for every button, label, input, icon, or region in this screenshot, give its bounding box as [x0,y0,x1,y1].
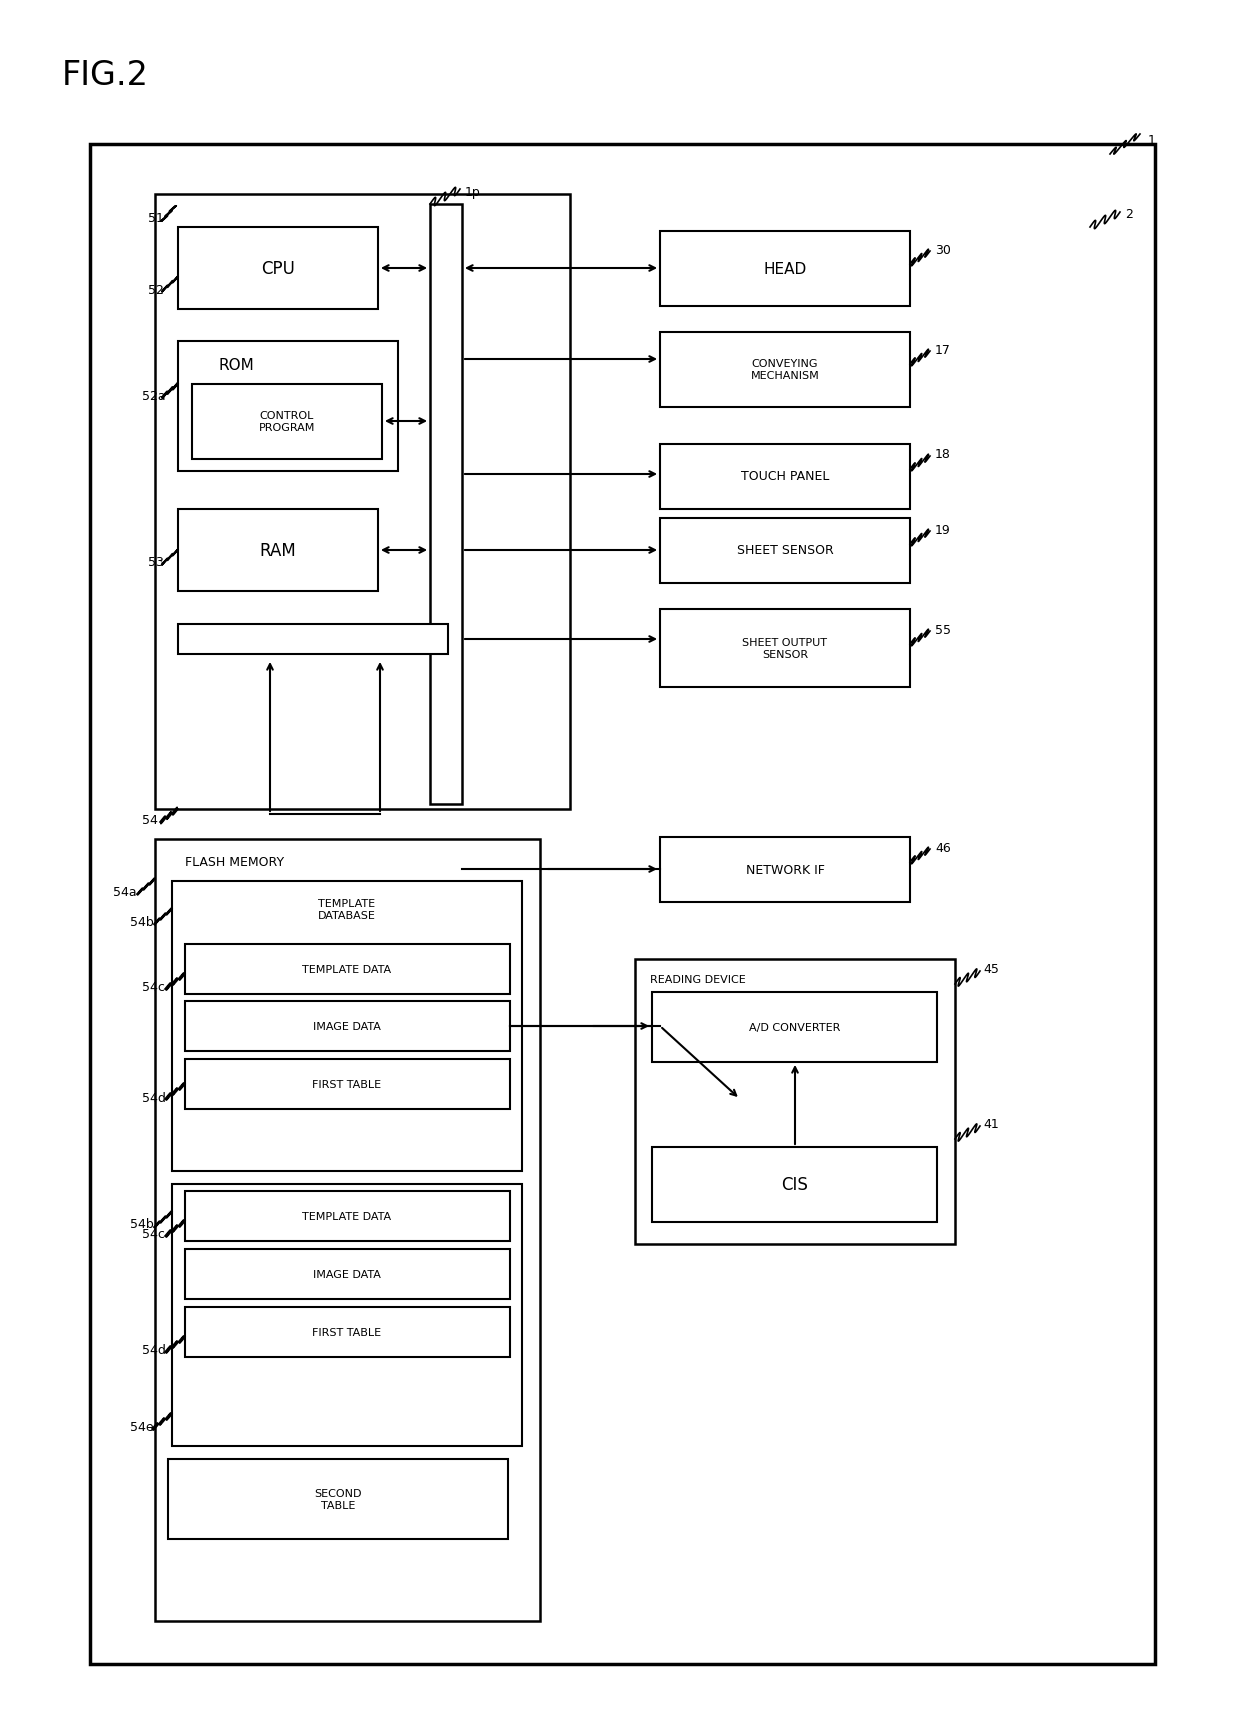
Text: TEMPLATE
DATABASE: TEMPLATE DATABASE [319,899,376,920]
Text: 52: 52 [148,284,164,296]
Bar [635,960,955,1244]
Text: FIRST TABLE: FIRST TABLE [312,1079,382,1089]
Text: 41: 41 [983,1117,998,1131]
Bar [660,610,910,688]
Text: TEMPLATE DATA: TEMPLATE DATA [303,965,392,975]
Text: SECOND
TABLE: SECOND TABLE [314,1488,362,1510]
Bar [652,1147,937,1223]
Bar [167,1458,508,1540]
Text: ROM: ROM [218,357,254,372]
Bar [179,341,398,471]
Bar [185,1192,510,1242]
Bar [185,1308,510,1358]
Bar [660,445,910,509]
Text: HEAD: HEAD [764,262,807,277]
Text: A/D CONVERTER: A/D CONVERTER [749,1022,841,1032]
Text: 54b: 54b [130,914,154,928]
Text: 54e: 54e [130,1420,154,1434]
Text: 1p: 1p [465,185,481,199]
Bar [155,196,570,809]
Bar [172,882,522,1171]
Text: 54d: 54d [143,1344,166,1356]
Text: 54b: 54b [130,1218,154,1231]
Text: FLASH MEMORY: FLASH MEMORY [185,856,284,868]
Bar [660,333,910,407]
Text: RAM: RAM [259,542,296,559]
Text: IMAGE DATA: IMAGE DATA [312,1270,381,1280]
Bar [660,518,910,584]
Bar [179,229,378,310]
Text: TEMPLATE DATA: TEMPLATE DATA [303,1211,392,1221]
Text: 54c: 54c [143,1228,165,1240]
Text: SHEET OUTPUT
SENSOR: SHEET OUTPUT SENSOR [743,637,827,660]
Text: 46: 46 [935,842,951,854]
Bar [91,145,1154,1664]
Text: 45: 45 [983,963,999,975]
Text: NETWORK IF: NETWORK IF [745,863,825,876]
Text: CIS: CIS [781,1176,808,1193]
Text: SHEET SENSOR: SHEET SENSOR [737,544,833,558]
Text: 51: 51 [148,211,164,225]
Bar [155,840,539,1621]
Text: CONTROL
PROGRAM: CONTROL PROGRAM [259,410,315,433]
Text: 17: 17 [935,343,951,357]
Text: 53: 53 [148,556,164,568]
Text: 18: 18 [935,449,951,461]
Text: 55: 55 [935,624,951,636]
Bar [185,1060,510,1110]
Text: IMAGE DATA: IMAGE DATA [312,1022,381,1031]
Text: 30: 30 [935,244,951,256]
Text: CONVEYING
MECHANISM: CONVEYING MECHANISM [750,359,820,381]
Bar [430,204,463,805]
Text: 52a: 52a [143,390,166,402]
Text: FIG.2: FIG.2 [62,59,149,92]
Bar [179,509,378,592]
Bar [172,1185,522,1446]
Bar [185,1001,510,1051]
Bar [652,992,937,1062]
Text: 1: 1 [1148,133,1156,147]
Text: CPU: CPU [262,260,295,277]
Bar [185,1249,510,1299]
Text: 19: 19 [935,523,951,537]
Text: FIRST TABLE: FIRST TABLE [312,1327,382,1337]
Bar [660,232,910,307]
Text: TOUCH PANEL: TOUCH PANEL [740,469,830,483]
Text: READING DEVICE: READING DEVICE [650,975,745,984]
Text: 54c: 54c [143,980,165,994]
Bar [179,625,448,655]
Text: 54: 54 [143,812,157,826]
Bar [192,385,382,459]
Bar [660,838,910,902]
Bar [185,944,510,994]
Text: 54d: 54d [143,1091,166,1103]
Text: 54a: 54a [113,885,136,897]
Text: 2: 2 [1125,208,1133,222]
